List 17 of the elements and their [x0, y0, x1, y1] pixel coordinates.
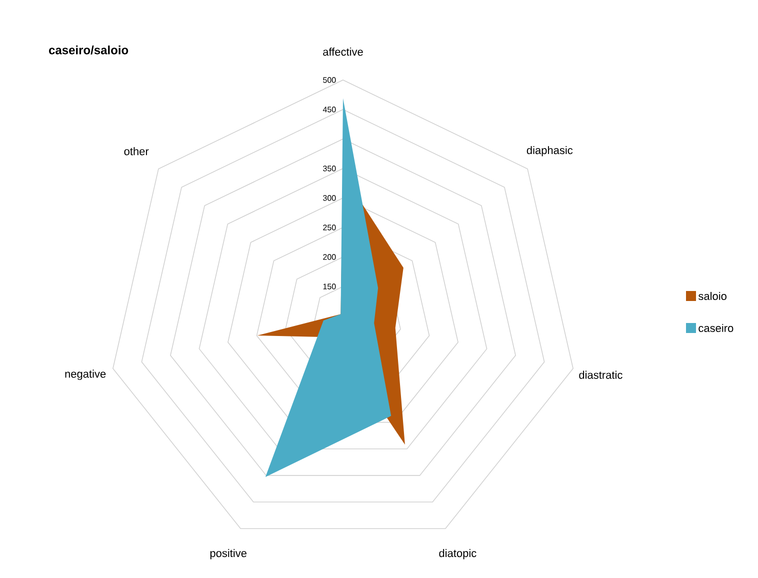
y-tick-label: 250	[323, 224, 336, 230]
spoke-label: negative	[65, 370, 106, 380]
legend-label: caseiro	[698, 324, 734, 332]
spoke-label: diaphasic	[526, 146, 573, 156]
spoke-label: diatopic	[439, 549, 476, 560]
chart-title: caseiro/saloio	[49, 46, 128, 54]
y-tick-label: 450	[322, 106, 336, 112]
y-tick-label: 500	[323, 77, 336, 83]
y-tick-label: 150	[323, 284, 336, 290]
y-tick-label: 350	[323, 166, 336, 172]
spoke-label: other	[124, 147, 149, 156]
spoke-label: affective	[323, 48, 363, 56]
legend-label: saloio	[698, 292, 726, 300]
y-tick-label: 200	[323, 254, 336, 260]
y-tick-label: 300	[323, 195, 336, 201]
spoke-label: diastratic	[579, 370, 622, 379]
spoke-label: positive	[210, 549, 246, 560]
